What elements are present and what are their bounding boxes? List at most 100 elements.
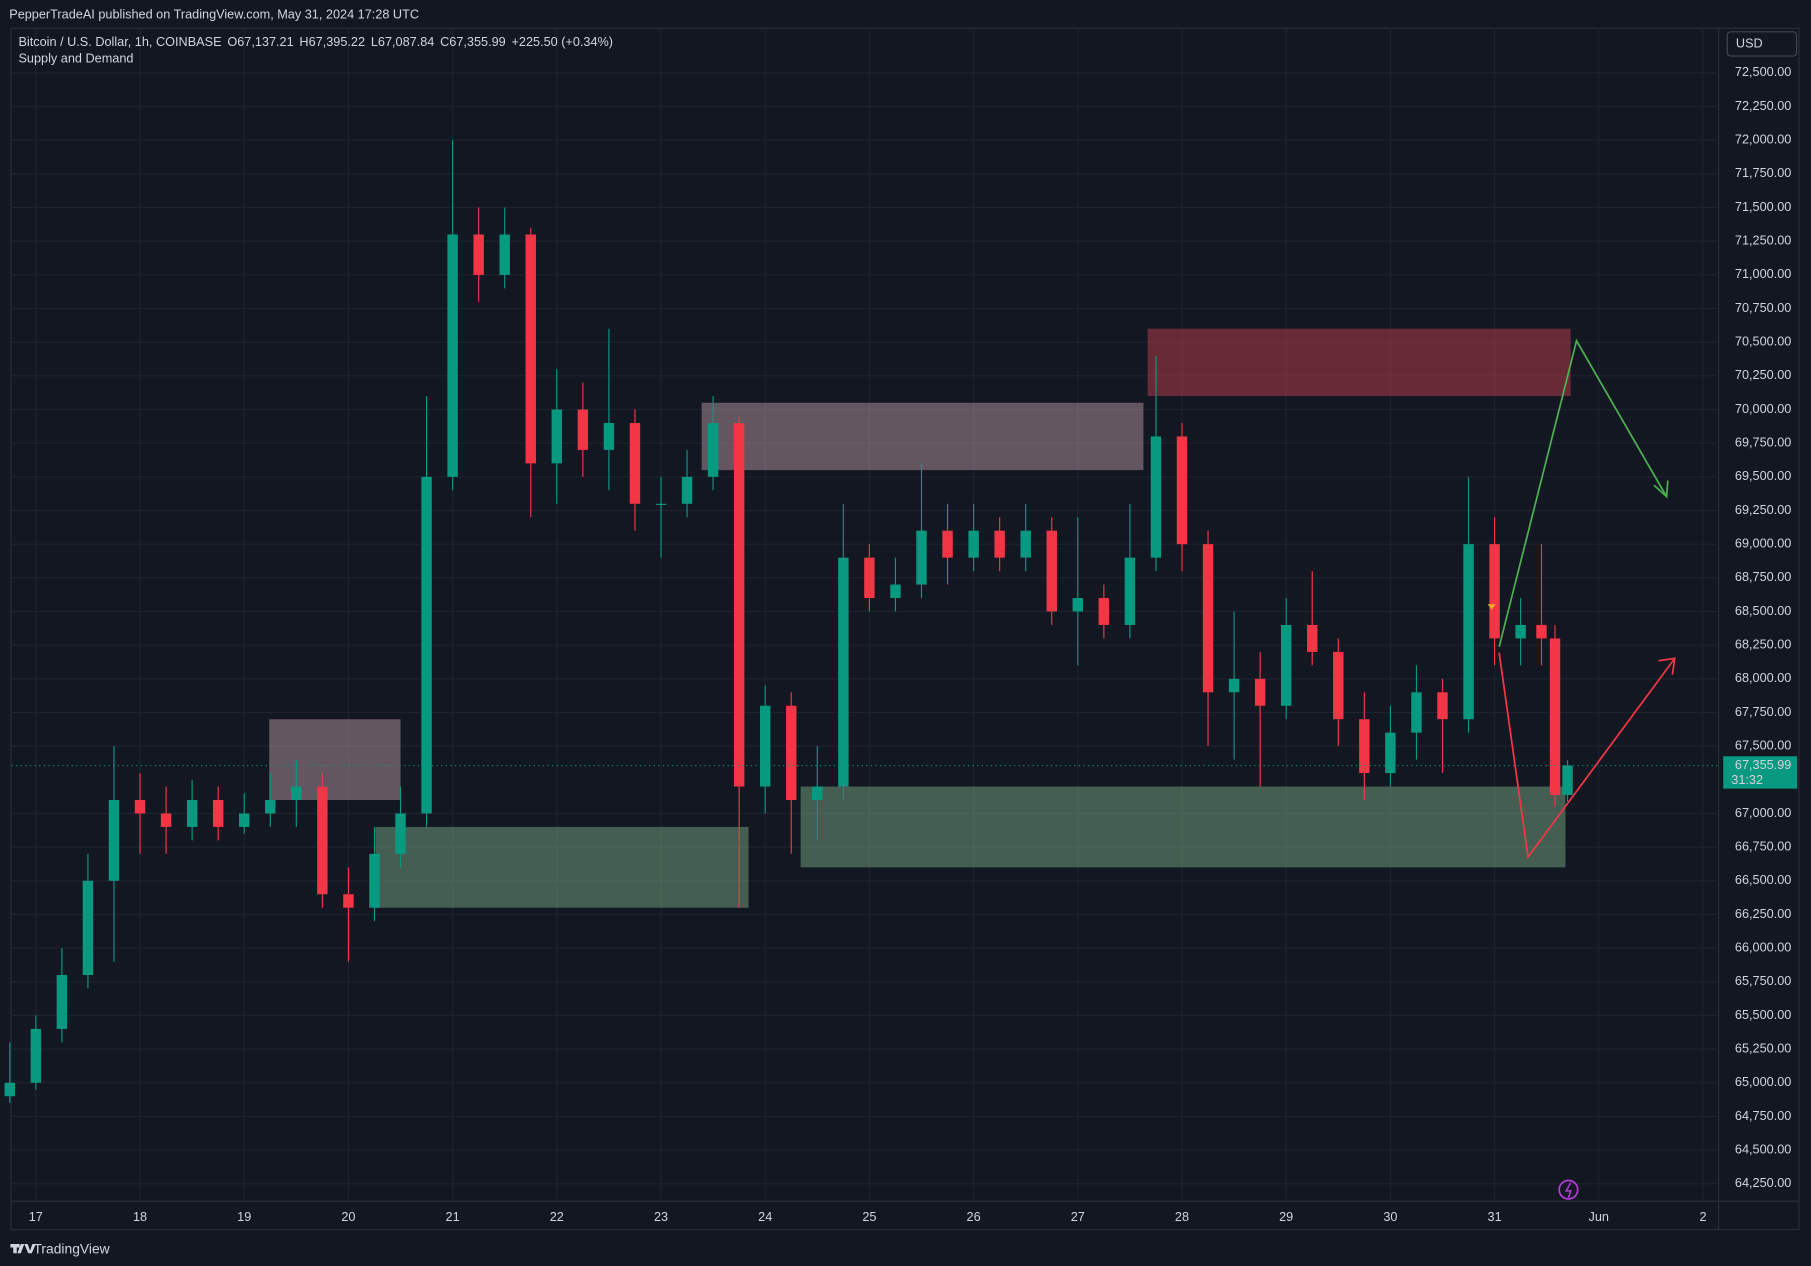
candle-body <box>733 422 745 787</box>
x-tick-label: 24 <box>758 1210 772 1224</box>
candle-body <box>1046 530 1057 612</box>
ohlc-letter: H <box>299 35 308 49</box>
candle-body <box>1254 678 1266 706</box>
y-tick-label: 65,250.00 <box>1735 1041 1791 1055</box>
candle-body <box>369 853 380 908</box>
x-tick-label: 23 <box>654 1210 668 1224</box>
y-tick-label: 66,500.00 <box>1735 873 1791 887</box>
x-tick-label: 22 <box>550 1210 564 1224</box>
candle-body <box>890 584 901 599</box>
candle-body <box>160 813 172 827</box>
candle-body <box>1124 557 1136 625</box>
x-tick-label: Jun <box>1589 1210 1609 1224</box>
x-axis: 17 18 19 20 21 22 23 24 25 26 27 28 29 30 31 Jun 2 <box>29 1210 1707 1224</box>
candle-body <box>864 557 875 599</box>
x-tick-label: 17 <box>29 1210 43 1224</box>
y-tick-label: 70,000.00 <box>1735 402 1791 416</box>
countdown: 31:32 <box>1731 773 1763 787</box>
candle-body <box>108 799 120 881</box>
x-tick-label: 26 <box>967 1210 981 1224</box>
last-price-box <box>1723 756 1798 789</box>
currency[interactable]: USD <box>1736 36 1763 50</box>
projection-down <box>1498 652 1676 860</box>
frame <box>10 27 1800 1231</box>
y-tick-label: 66,750.00 <box>1735 839 1791 853</box>
candle-body <box>291 786 302 800</box>
last-price-label: 67,355.99 <box>1735 758 1791 772</box>
candle-body <box>1098 598 1110 625</box>
y-tick-label: 64,250.00 <box>1735 1176 1791 1190</box>
y-tick-label: 72,250.00 <box>1735 99 1791 113</box>
y-tick-label: 72,000.00 <box>1735 133 1791 147</box>
candle-body <box>681 476 693 504</box>
y-tick-label: 71,500.00 <box>1735 200 1791 214</box>
candle-body <box>1280 624 1292 706</box>
ohlc-letter: C <box>440 35 449 49</box>
y-tick-label: 71,250.00 <box>1735 234 1791 248</box>
candle-body <box>1072 598 1084 612</box>
y-tick-label: 68,500.00 <box>1735 604 1791 618</box>
candle-body <box>786 705 797 800</box>
y-tick-label: 71,000.00 <box>1735 267 1791 281</box>
y-tick-label: 66,250.00 <box>1735 907 1791 921</box>
candle-body <box>1333 651 1344 720</box>
candle-body <box>916 530 927 585</box>
marker <box>1487 604 1496 610</box>
candle-body <box>1228 678 1240 693</box>
indicator: Supply and Demand <box>18 51 133 65</box>
candle-body <box>56 975 68 1029</box>
candle-body <box>343 894 354 908</box>
candle-body <box>1411 692 1422 733</box>
ohlc-value: 67,087.84 <box>378 35 434 49</box>
zone <box>269 719 401 800</box>
candle-body <box>838 557 849 787</box>
candle-body <box>551 409 563 464</box>
candle-body <box>186 799 198 827</box>
zones <box>269 328 1571 908</box>
y-tick-label: 67,750.00 <box>1735 705 1791 719</box>
candle-body <box>499 234 510 275</box>
y-tick-label: 70,500.00 <box>1735 335 1791 349</box>
candle-body <box>759 705 771 787</box>
publisher: PepperTradeAI published on TradingView.c… <box>9 7 419 21</box>
candle-body <box>4 1082 15 1097</box>
brand: TradingView <box>33 1240 110 1256</box>
y-tick-label: 71,750.00 <box>1735 166 1791 180</box>
candle-body <box>1359 719 1370 774</box>
candle-body <box>265 799 276 814</box>
x-tick-label: 19 <box>237 1210 251 1224</box>
currency-button[interactable] <box>1726 31 1798 57</box>
x-tick-label: 31 <box>1488 1210 1502 1224</box>
candle-body <box>1202 544 1214 693</box>
candle-body <box>655 503 667 505</box>
candle-body <box>473 234 484 275</box>
alert-icon <box>1558 1179 1579 1200</box>
zone <box>800 786 1566 868</box>
symbol: Bitcoin / U.S. Dollar, 1h, COINBASE <box>18 35 221 49</box>
x-tick-label: 30 <box>1383 1210 1397 1224</box>
candle-body <box>1020 530 1031 558</box>
candle-body <box>1307 624 1318 652</box>
candle-body <box>421 476 432 814</box>
candle-body <box>134 799 146 814</box>
x-tick-label: 28 <box>1175 1210 1189 1224</box>
candle-body <box>629 422 641 504</box>
ohlc-value: 67,395.22 <box>309 35 365 49</box>
candle-body <box>525 234 536 464</box>
y-tick-label: 68,250.00 <box>1735 638 1791 652</box>
y-tick-label: 65,000.00 <box>1735 1075 1791 1089</box>
y-tick-label: 67,000.00 <box>1735 806 1791 820</box>
x-tick-label: 18 <box>133 1210 147 1224</box>
candle-body <box>82 880 94 976</box>
x-tick-label: 25 <box>862 1210 876 1224</box>
ohlc-letter: O <box>227 35 237 49</box>
candle-body <box>603 422 615 450</box>
candle-body <box>447 234 458 477</box>
y-tick-label: 69,750.00 <box>1735 436 1791 450</box>
ohlc-letter: L <box>371 35 378 49</box>
zone <box>375 826 749 908</box>
grid <box>11 27 1719 1202</box>
candle-body <box>239 813 250 827</box>
